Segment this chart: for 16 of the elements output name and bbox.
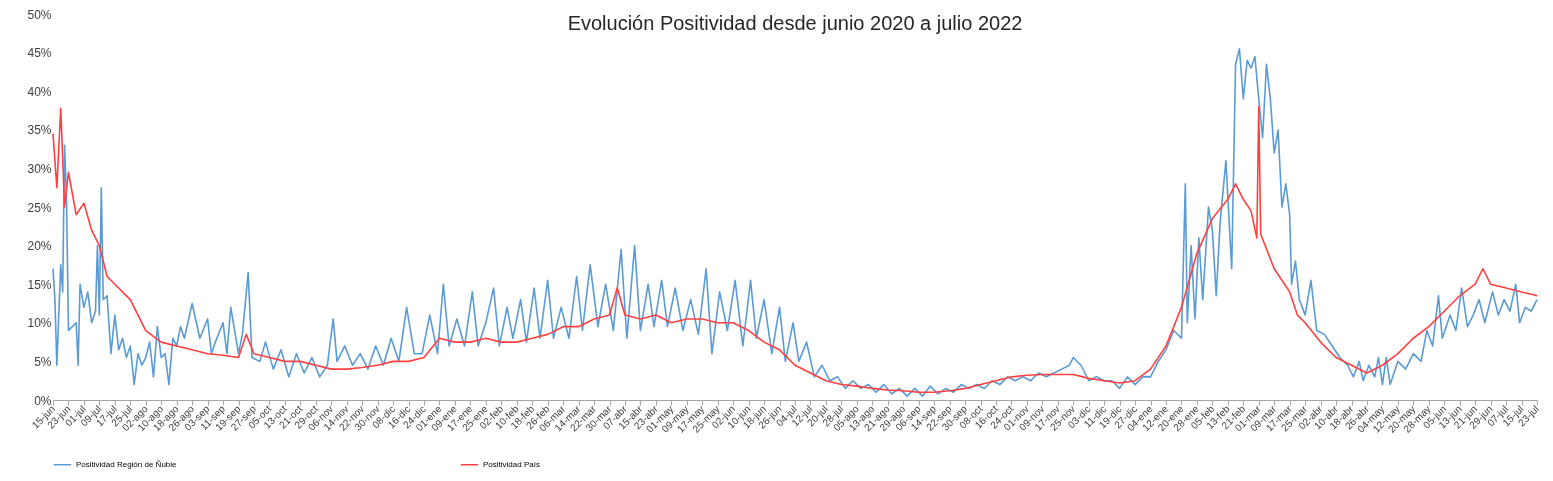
- y-tick-label: 15%: [27, 277, 52, 292]
- legend-label: Positividad Región de Ñuble: [76, 459, 178, 469]
- y-tick-label: 30%: [27, 161, 52, 176]
- legend-label: Positividad País: [483, 459, 540, 469]
- y-tick-label: 5%: [34, 354, 52, 369]
- line-series: [52, 105, 1538, 394]
- y-tick-label: 0%: [34, 393, 52, 408]
- y-tick-label: 25%: [27, 200, 52, 215]
- chart-title: Evolución Positividad desde junio 2020 a julio 2022: [567, 12, 1023, 34]
- y-tick-label: 45%: [27, 46, 52, 61]
- y-tick-label: 35%: [27, 123, 52, 138]
- y-tick-label: 40%: [27, 84, 52, 99]
- y-tick-label: 50%: [27, 7, 52, 22]
- y-tick-label: 20%: [27, 239, 52, 254]
- y-tick-label: 10%: [27, 316, 52, 331]
- line-series: [52, 47, 1538, 397]
